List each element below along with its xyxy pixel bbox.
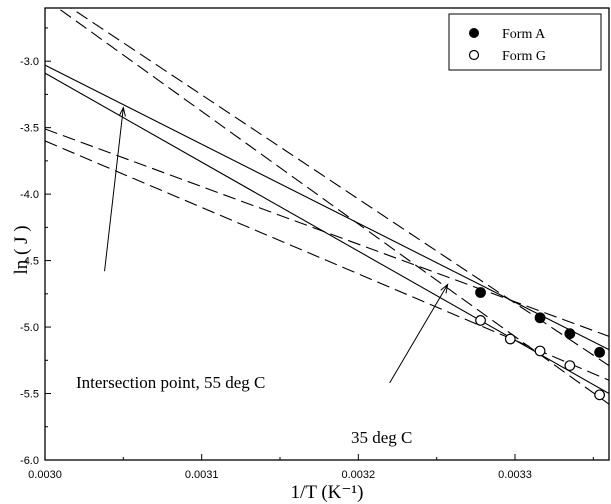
- annotation-55c: Intersection point, 55 deg C: [76, 373, 265, 392]
- legend-marker-form-g: [468, 49, 480, 61]
- y-tick-label-3: -4.5: [20, 256, 39, 268]
- y-tick-label-2: -4.0: [20, 189, 39, 201]
- annotation-arrowhead-1: [440, 283, 449, 294]
- plot-frame: [44, 7, 610, 461]
- annotation-arrowhead-0: [118, 106, 126, 117]
- axis-ticks: 0.0030 0.0031 0.0032 0.0033 -3.0 -3.5 -4.0 -4.5…: [20, 27, 594, 481]
- point-form-a-0: [475, 287, 486, 298]
- fit-line-form-g-dashed-5: [45, 140, 609, 381]
- point-form-g-2: [534, 345, 546, 357]
- x-tick-label-2: 0.0032: [342, 469, 376, 481]
- point-form-g-3: [564, 360, 576, 372]
- x-tick-label-0: 0.0030: [28, 469, 62, 481]
- x-tick-label-1: 0.0031: [185, 469, 219, 481]
- y-axis-title: ln ( J ): [11, 225, 32, 274]
- data-points: [475, 287, 605, 401]
- y-tick-label-6: -6.0: [20, 455, 39, 467]
- point-form-g-1: [504, 333, 516, 345]
- point-form-g-0: [475, 315, 486, 326]
- y-tick-label-5: -5.5: [20, 389, 39, 401]
- y-tick-label-1: -3.5: [20, 123, 39, 135]
- fit-line-form-a-dashed-2: [45, 128, 609, 337]
- annotation-35c: 35 deg C: [351, 428, 412, 447]
- x-tick-label-3: 0.0033: [498, 469, 532, 481]
- legend-marker-form-a: [469, 28, 479, 38]
- point-form-a-3: [594, 346, 605, 358]
- legend-label-form-a: Form A: [502, 27, 546, 42]
- legend-box: [448, 13, 602, 71]
- fit-line-form-g-solid-3: [45, 72, 609, 395]
- y-tick-label-0: -3.0: [20, 56, 39, 68]
- fit-line-form-a-solid-0: [45, 64, 609, 351]
- annotation-arrows: [104, 106, 449, 384]
- point-form-g-4: [594, 389, 605, 401]
- point-form-a-2: [564, 328, 576, 340]
- annotation-arrow-1: [389, 284, 449, 384]
- point-form-a-1: [534, 312, 546, 324]
- y-tick-label-4: -5.0: [20, 322, 39, 334]
- annotation-arrow-0: [104, 107, 124, 272]
- legend-label-form-g: Form G: [502, 49, 546, 64]
- legend: Form A Form G: [448, 13, 602, 71]
- x-axis-title: 1/T (K⁻¹): [291, 482, 364, 503]
